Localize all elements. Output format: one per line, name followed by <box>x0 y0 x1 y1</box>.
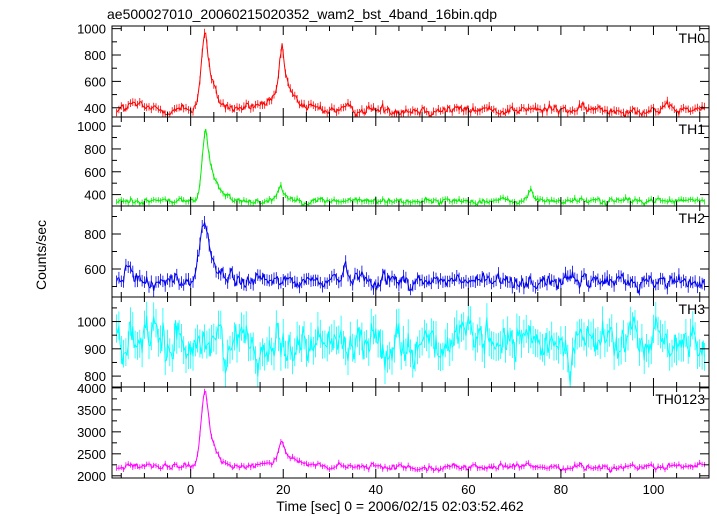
y-tick-label: 3000 <box>77 425 106 440</box>
panel-label: TH2 <box>679 210 706 226</box>
x-tick-label: 60 <box>461 482 475 497</box>
y-tick-label: 4000 <box>77 381 106 396</box>
y-tick-label: 800 <box>84 142 106 157</box>
error-bars <box>116 388 705 474</box>
panel-th2: 600 800 TH2 <box>84 205 710 298</box>
y-tick-label: 800 <box>84 48 106 63</box>
series-line <box>116 128 705 206</box>
x-tick-label: 80 <box>554 482 568 497</box>
panel-label: TH1 <box>679 121 706 137</box>
error-bars <box>116 130 705 206</box>
series-th3 <box>116 301 705 387</box>
panel-th0123: 2000 2500 3000 3500 4000 TH0123 <box>77 381 710 484</box>
y-tick-label: 400 <box>84 101 106 116</box>
y-tick-label: 1000 <box>77 22 106 37</box>
y-axis-label: Counts/sec <box>33 220 49 290</box>
panel-th3: 800 900 1000 TH3 <box>77 296 710 388</box>
panel-frame <box>111 205 710 298</box>
error-bars <box>116 301 705 387</box>
y-tick-label: 1000 <box>77 315 106 330</box>
y-tick-label: 3500 <box>77 403 106 418</box>
panel-frame <box>111 25 710 118</box>
error-bars <box>116 28 705 117</box>
x-axis-label: Time [sec] 0 = 2006/02/15 02:03:52.462 <box>276 498 524 514</box>
panel-label: TH0 <box>679 30 706 46</box>
panel-frame <box>111 386 710 479</box>
panel-th1: 400 600 800 1000 TH1 <box>77 116 710 207</box>
series-th0123 <box>116 388 705 474</box>
panel-th0: 400 600 800 1000 TH0 <box>77 22 710 118</box>
error-bars <box>116 216 705 297</box>
panel-label: TH3 <box>679 301 706 317</box>
x-tick-label: 40 <box>369 482 383 497</box>
y-tick-label: 1000 <box>77 119 106 134</box>
y-tick-label: 800 <box>84 369 106 384</box>
y-tick-label: 2500 <box>77 447 106 462</box>
y-tick-label: 400 <box>84 188 106 203</box>
x-tick-label: 0 <box>187 482 194 497</box>
y-tick-label: 900 <box>84 342 106 357</box>
series-th2 <box>116 216 705 297</box>
series-th1 <box>116 128 705 206</box>
y-tick-label: 2000 <box>77 469 106 484</box>
series-line <box>116 32 705 117</box>
series-th0 <box>116 28 705 117</box>
x-tick-label: 100 <box>643 482 665 497</box>
y-tick-label: 600 <box>84 74 106 89</box>
y-tick-label: 800 <box>84 227 106 242</box>
x-tick-label: 20 <box>276 482 290 497</box>
series-line <box>116 391 705 474</box>
y-tick-label: 600 <box>84 262 106 277</box>
y-tick-label: 600 <box>84 165 106 180</box>
panel-label: TH0123 <box>655 391 705 407</box>
chart-title: ae500027010_20060215020352_wam2_bst_4ban… <box>107 6 497 22</box>
